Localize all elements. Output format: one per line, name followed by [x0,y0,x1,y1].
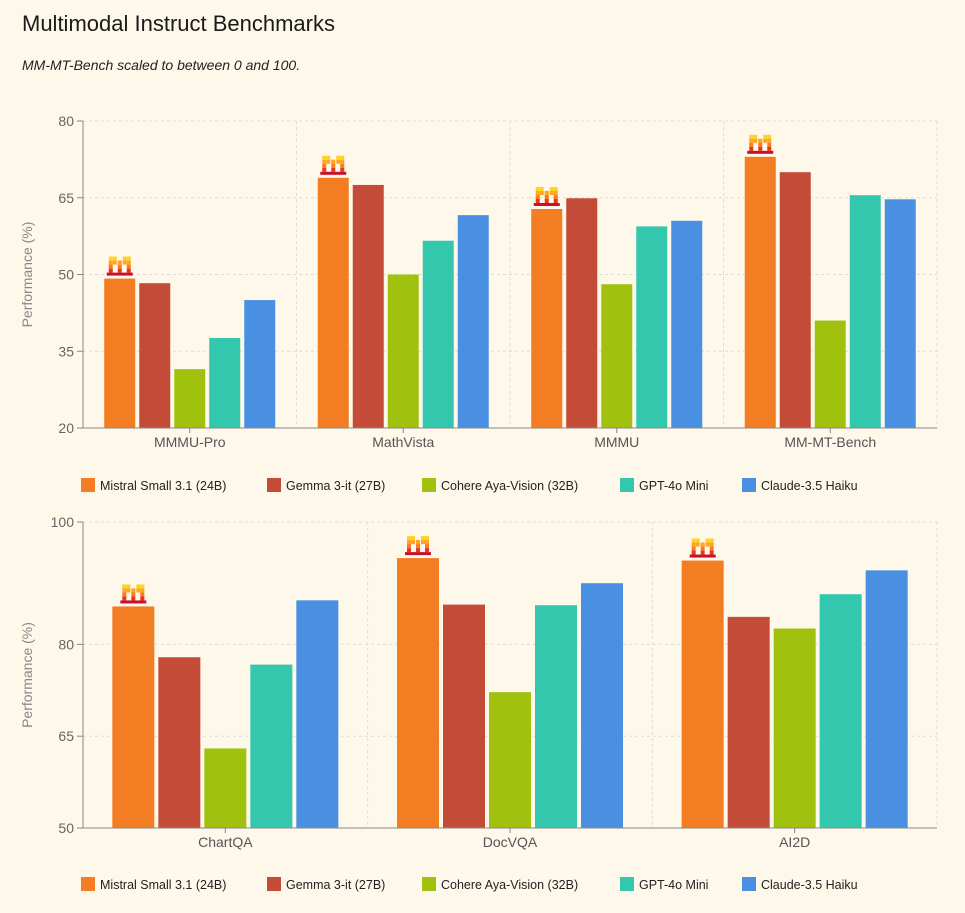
bar-gemma-3-it-27b-mmmu [566,198,598,428]
bar-gpt-4o-mini-mmmu-pro [209,337,241,428]
x-category-label: DocVQA [483,834,538,850]
legend-label: Mistral Small 3.1 (24B) [100,479,226,493]
mistral-logo-icon [120,584,147,604]
bar-claude-3-5-haiku-mmmu-pro [244,300,276,428]
bar-gpt-4o-mini-chartqa [250,664,293,828]
bar-gemma-3-it-27b-mmmu-pro [139,283,171,428]
x-category-label: MMMU-Pro [154,434,226,450]
y-axis-title: Performance (%) [19,222,35,328]
legend-item-gemma-3-it-27b[interactable]: Gemma 3-it (27B) [267,478,385,493]
bar-mistral-small-3-1-24b-ai2d [681,560,724,828]
bar-claude-3-5-haiku-mmmu [671,220,703,428]
y-tick-label: 65 [58,728,74,744]
legend-swatch [620,478,634,492]
x-category-label: MM-MT-Bench [784,434,876,450]
y-tick-label: 80 [58,113,74,129]
bar-gemma-3-it-27b-mm-mt-bench [779,172,811,428]
bar-gemma-3-it-27b-docvqa [443,604,485,828]
legend-swatch [422,877,436,891]
legend: Mistral Small 3.1 (24B) Gemma 3-it (27B) C… [81,877,858,892]
y-tick-label: 50 [58,820,74,836]
y-tick-label: 20 [58,420,74,436]
mistral-logo-icon [747,134,774,154]
legend-item-cohere-aya-vision-32b[interactable]: Cohere Aya-Vision (32B) [422,877,578,892]
legend-swatch [267,877,281,891]
bar-cohere-aya-vision-32b-chartqa [204,748,247,828]
bar-gpt-4o-mini-mathvista [422,240,454,428]
bar-mistral-small-3-1-24b-mmmu-pro [104,278,136,428]
legend-item-gpt-4o-mini[interactable]: GPT-4o Mini [620,478,708,493]
bar-claude-3-5-haiku-chartqa [296,600,339,828]
bars [104,134,916,429]
legend-label: Gemma 3-it (27B) [286,878,385,892]
legend-swatch [742,478,756,492]
bar-cohere-aya-vision-32b-ai2d [773,628,816,828]
legend-swatch [81,877,95,891]
legend-label: Claude-3.5 Haiku [761,479,858,493]
legend-item-claude-3-5-haiku[interactable]: Claude-3.5 Haiku [742,877,858,892]
legend-item-mistral-small-3-1-24b[interactable]: Mistral Small 3.1 (24B) [81,478,226,493]
y-axis-title: Performance (%) [19,622,35,728]
legend-item-gpt-4o-mini[interactable]: GPT-4o Mini [620,877,708,892]
bar-cohere-aya-vision-32b-mmmu-pro [174,369,206,428]
mistral-logo-icon [689,538,716,558]
legend-item-claude-3-5-haiku[interactable]: Claude-3.5 Haiku [742,478,858,493]
page-title: Multimodal Instruct Benchmarks [22,11,335,36]
legend-swatch [81,478,95,492]
mistral-logo-icon [320,155,347,175]
legend-label: Claude-3.5 Haiku [761,878,858,892]
bar-gemma-3-it-27b-mathvista [352,184,384,428]
legend-swatch [742,877,756,891]
bar-claude-3-5-haiku-ai2d [865,570,908,828]
legend-item-mistral-small-3-1-24b[interactable]: Mistral Small 3.1 (24B) [81,877,226,892]
legend-swatch [267,478,281,492]
y-tick-label: 80 [58,636,74,652]
x-category-label: MMMU [594,434,639,450]
bar-gpt-4o-mini-mm-mt-bench [849,195,881,428]
page-subtitle: MM-MT-Bench scaled to between 0 and 100. [22,57,301,73]
bar-gpt-4o-mini-docvqa [535,605,577,828]
x-category-label: MathVista [372,434,434,450]
bar-gpt-4o-mini-ai2d [819,594,862,828]
legend-item-cohere-aya-vision-32b[interactable]: Cohere Aya-Vision (32B) [422,478,578,493]
y-tick-label: 65 [58,190,74,206]
mistral-logo-icon [405,536,431,556]
bar-cohere-aya-vision-32b-docvqa [489,692,531,828]
bar-claude-3-5-haiku-mm-mt-bench [884,199,916,428]
y-tick-label: 100 [51,514,75,530]
x-category-label: ChartQA [198,834,253,850]
mistral-logo-icon [533,187,560,207]
bar-cohere-aya-vision-32b-mmmu [601,284,633,428]
legend-swatch [422,478,436,492]
legend-label: Mistral Small 3.1 (24B) [100,878,226,892]
legend-label: GPT-4o Mini [639,479,708,493]
bar-cohere-aya-vision-32b-mm-mt-bench [814,320,846,428]
y-tick-label: 50 [58,267,74,283]
bars [112,536,908,828]
legend-label: Cohere Aya-Vision (32B) [441,878,578,892]
bar-cohere-aya-vision-32b-mathvista [387,274,419,428]
bar-mistral-small-3-1-24b-mmmu [531,209,563,428]
bar-gpt-4o-mini-mmmu [636,226,668,428]
bar-claude-3-5-haiku-docvqa [581,583,623,828]
y-tick-label: 35 [58,343,74,359]
legend-label: GPT-4o Mini [639,878,708,892]
bar-mistral-small-3-1-24b-docvqa [397,558,439,828]
bar-mistral-small-3-1-24b-mathvista [317,177,349,428]
legend-item-gemma-3-it-27b[interactable]: Gemma 3-it (27B) [267,877,385,892]
x-category-label: AI2D [779,834,810,850]
legend-swatch [620,877,634,891]
bar-gemma-3-it-27b-chartqa [158,657,201,828]
legend: Mistral Small 3.1 (24B) Gemma 3-it (27B) C… [81,478,858,493]
legend-label: Gemma 3-it (27B) [286,479,385,493]
bar-mistral-small-3-1-24b-chartqa [112,606,155,828]
legend-label: Cohere Aya-Vision (32B) [441,479,578,493]
bar-gemma-3-it-27b-ai2d [727,616,770,828]
bar-claude-3-5-haiku-mathvista [457,215,489,428]
bar-mistral-small-3-1-24b-mm-mt-bench [744,156,776,429]
mistral-logo-icon [106,256,133,276]
